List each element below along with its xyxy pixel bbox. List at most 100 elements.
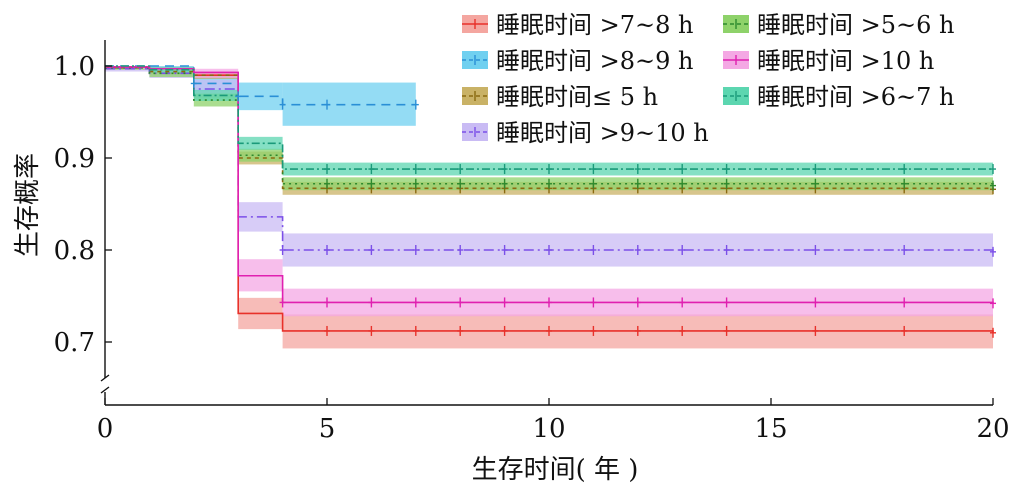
censor-mark-4 — [368, 245, 375, 255]
legend-label: 睡眠时间 >7~8 h — [496, 11, 693, 39]
censor-mark-2 — [412, 99, 419, 110]
censor-mark-5 — [546, 178, 552, 189]
censor-mark-7 — [679, 164, 686, 175]
censor-mark-7 — [368, 164, 375, 175]
censor-mark-6 — [679, 297, 686, 308]
censor-mark-7 — [634, 164, 641, 175]
legend-label: 睡眠时间 >6~7 h — [757, 83, 954, 111]
confidence-band-2 — [282, 82, 416, 126]
censor-mark-6 — [279, 297, 286, 308]
censor-mark-6 — [324, 297, 330, 308]
censor-mark-1 — [812, 325, 819, 336]
censor-mark-5 — [901, 178, 908, 189]
censor-mark-5 — [324, 178, 330, 189]
censor-mark-7 — [990, 164, 996, 175]
legend-entry-1-3: 睡眠时间≤ 5 h — [462, 83, 658, 111]
censor-mark-4 — [501, 245, 508, 255]
censor-mark-5 — [634, 178, 641, 189]
legend-entry-2-3: 睡眠时间 >6~7 h — [723, 83, 954, 111]
censor-mark-5 — [368, 178, 375, 189]
censor-mark-2 — [190, 78, 197, 89]
censor-mark-7 — [590, 164, 597, 175]
censor-mark-1 — [901, 325, 908, 336]
censor-mark-6 — [990, 298, 996, 309]
censor-mark-4 — [901, 245, 908, 255]
censor-mark-5 — [723, 178, 730, 189]
censor-mark-6 — [723, 297, 730, 308]
censor-mark-6 — [501, 297, 508, 308]
censor-mark-1 — [501, 325, 508, 336]
censor-mark-4 — [634, 245, 641, 255]
censor-mark-7 — [723, 164, 730, 175]
censor-mark-5 — [590, 178, 597, 189]
censor-mark-4 — [590, 245, 597, 255]
censor-mark-7 — [412, 164, 419, 175]
censor-mark-4 — [679, 245, 686, 255]
x-tick-label: 10 — [532, 414, 565, 444]
censor-mark-5 — [457, 178, 464, 189]
censor-mark-5 — [679, 178, 686, 189]
censor-mark-1 — [546, 325, 552, 336]
censor-mark-6 — [368, 297, 375, 308]
censor-mark-7 — [546, 164, 552, 175]
censor-mark-2 — [235, 91, 242, 102]
series-lines — [105, 65, 994, 333]
censor-mark-2 — [279, 99, 286, 110]
censor-mark-4 — [324, 245, 330, 255]
censor-mark-6 — [812, 297, 819, 308]
legend-label: 睡眠时间 >9~10 h — [496, 119, 709, 147]
legend-label: 睡眠时间≤ 5 h — [496, 83, 658, 111]
censor-mark-6 — [590, 297, 597, 308]
censor-mark-5 — [501, 178, 508, 189]
y-tick-label: 0.8 — [54, 236, 95, 266]
x-tick-label: 5 — [319, 414, 336, 444]
censor-mark-1 — [457, 325, 464, 336]
censor-mark-6 — [457, 297, 464, 308]
censor-marks — [190, 78, 996, 338]
legend-entry-1-1: 睡眠时间 >7~8 h — [462, 11, 693, 39]
censor-mark-4 — [812, 245, 819, 255]
series-line-5 — [105, 67, 994, 186]
censor-mark-4 — [546, 245, 552, 255]
censor-mark-7 — [812, 164, 819, 175]
legend-label: 睡眠时间 >8~9 h — [496, 47, 693, 75]
censor-mark-1 — [990, 327, 996, 338]
series-line-7 — [105, 65, 993, 170]
censor-mark-5 — [412, 178, 419, 189]
x-tick-label: 0 — [97, 414, 114, 444]
censor-mark-6 — [634, 297, 641, 308]
confidence-band-6 — [193, 68, 239, 78]
censor-mark-4 — [723, 245, 730, 255]
legend-entry-1-2: 睡眠时间 >8~9 h — [462, 47, 693, 75]
axis-break-mark — [100, 374, 110, 394]
censor-mark-5 — [990, 180, 996, 191]
y-tick-label: 0.7 — [54, 328, 95, 358]
censor-mark-1 — [368, 325, 375, 336]
x-tick-label: 20 — [976, 414, 1009, 444]
confidence-band-7 — [238, 136, 283, 150]
series-line-6 — [105, 66, 994, 304]
legend: 睡眠时间 >7~8 h 睡眠时间 >8~9 h 睡眠时间≤ 5 h 睡眠时间 >9~1… — [462, 11, 954, 147]
censor-mark-7 — [457, 164, 464, 175]
censor-mark-7 — [324, 164, 330, 175]
censor-mark-1 — [324, 325, 330, 336]
censor-mark-4 — [279, 245, 286, 255]
y-tick-label: 0.9 — [54, 144, 95, 174]
axes: 0 5 10 15 20 0.7 0.8 0.9 1.0 — [54, 40, 1010, 444]
censor-mark-6 — [412, 297, 419, 308]
censor-mark-4 — [457, 245, 464, 255]
censor-mark-4 — [990, 246, 996, 257]
censor-mark-7 — [901, 164, 908, 175]
censor-mark-5 — [812, 178, 819, 189]
y-axis-label: 生存概率 — [13, 153, 43, 257]
censor-mark-2 — [324, 99, 330, 110]
y-tick-label: 1.0 — [54, 52, 95, 82]
censor-mark-1 — [634, 325, 641, 336]
legend-label: 睡眠时间 >10 h — [757, 47, 934, 75]
x-axis-label: 生存时间( 年 ) — [472, 455, 639, 485]
censor-mark-6 — [546, 297, 552, 308]
censor-mark-1 — [723, 325, 730, 336]
legend-entry-1-4: 睡眠时间 >9~10 h — [462, 119, 709, 147]
